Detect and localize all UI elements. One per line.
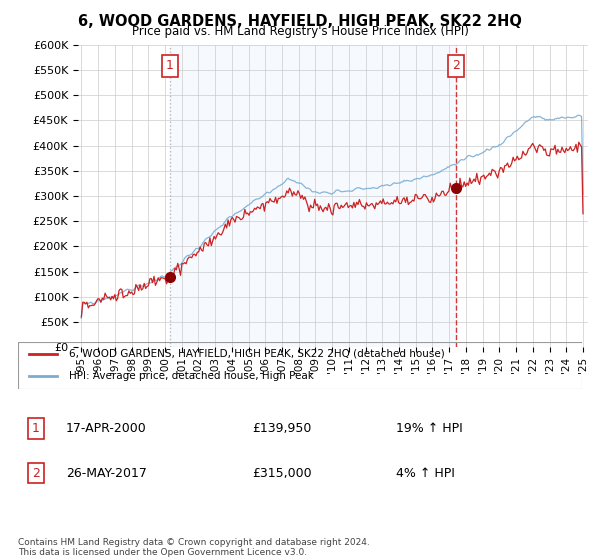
Text: 4% ↑ HPI: 4% ↑ HPI <box>396 466 455 480</box>
Text: 1: 1 <box>166 59 174 72</box>
Text: Price paid vs. HM Land Registry's House Price Index (HPI): Price paid vs. HM Land Registry's House … <box>131 25 469 38</box>
Text: 26-MAY-2017: 26-MAY-2017 <box>66 466 147 480</box>
Text: Contains HM Land Registry data © Crown copyright and database right 2024.
This d: Contains HM Land Registry data © Crown c… <box>18 538 370 557</box>
Text: £315,000: £315,000 <box>252 466 311 480</box>
Text: 2: 2 <box>32 466 40 480</box>
Text: HPI: Average price, detached house, High Peak: HPI: Average price, detached house, High… <box>69 371 314 381</box>
Text: 2: 2 <box>452 59 460 72</box>
Text: 6, WOOD GARDENS, HAYFIELD, HIGH PEAK, SK22 2HQ (detached house): 6, WOOD GARDENS, HAYFIELD, HIGH PEAK, SK… <box>69 348 445 358</box>
Text: 17-APR-2000: 17-APR-2000 <box>66 422 147 435</box>
Bar <box>170 45 456 347</box>
Text: 1: 1 <box>32 422 40 435</box>
Text: 6, WOOD GARDENS, HAYFIELD, HIGH PEAK, SK22 2HQ: 6, WOOD GARDENS, HAYFIELD, HIGH PEAK, SK… <box>78 14 522 29</box>
Text: 19% ↑ HPI: 19% ↑ HPI <box>396 422 463 435</box>
Text: £139,950: £139,950 <box>252 422 311 435</box>
